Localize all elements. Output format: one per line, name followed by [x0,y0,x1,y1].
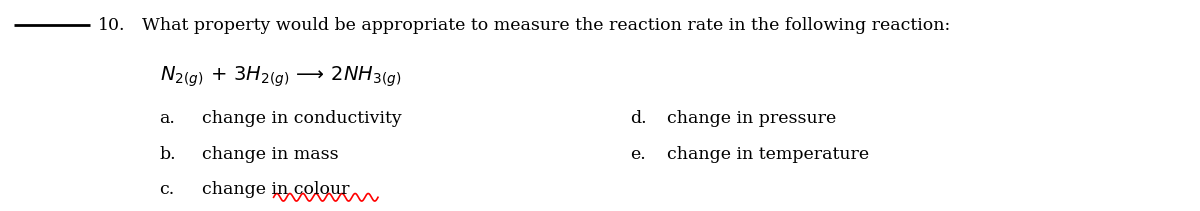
Text: What property would be appropriate to measure the reaction rate in the following: What property would be appropriate to me… [142,17,950,34]
Text: change in conductivity: change in conductivity [202,110,401,127]
Text: b.: b. [160,146,176,162]
Text: d.: d. [630,110,647,127]
Text: $\mathit{N}_{2(g)}$$\,+\,3\mathit{H}_{2(g)}$$\,\longrightarrow\,2\mathit{NH}_{3(: $\mathit{N}_{2(g)}$$\,+\,3\mathit{H}_{2(… [160,65,401,89]
Text: c.: c. [160,181,175,198]
Text: change in pressure: change in pressure [667,110,836,127]
Text: change in temperature: change in temperature [667,146,869,162]
Text: e.: e. [630,146,646,162]
Text: a.: a. [160,110,175,127]
Text: change in mass: change in mass [202,146,338,162]
Text: 10.: 10. [98,17,126,34]
Text: change in colour: change in colour [202,181,349,198]
